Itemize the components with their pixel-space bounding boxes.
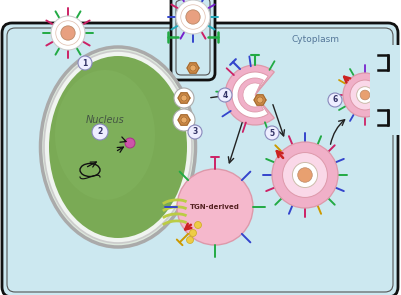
Text: Nucleus: Nucleus — [86, 115, 124, 125]
Circle shape — [292, 163, 318, 188]
Wedge shape — [225, 65, 274, 125]
Circle shape — [190, 230, 196, 237]
Circle shape — [350, 80, 380, 110]
Text: 3: 3 — [192, 127, 198, 137]
Circle shape — [188, 125, 202, 139]
Polygon shape — [178, 115, 190, 125]
Circle shape — [265, 126, 279, 140]
Circle shape — [257, 97, 263, 103]
Circle shape — [194, 222, 201, 229]
Circle shape — [177, 169, 253, 245]
Circle shape — [186, 10, 200, 24]
Circle shape — [360, 90, 370, 100]
Circle shape — [173, 109, 195, 131]
Circle shape — [92, 124, 108, 140]
FancyBboxPatch shape — [370, 45, 400, 135]
Polygon shape — [187, 63, 199, 73]
Ellipse shape — [55, 70, 155, 200]
Text: TGN-derived: TGN-derived — [190, 204, 240, 210]
Circle shape — [328, 93, 342, 107]
Circle shape — [181, 117, 187, 123]
Circle shape — [272, 142, 338, 208]
FancyBboxPatch shape — [2, 23, 398, 295]
Circle shape — [125, 138, 135, 148]
Bar — [178, 43, 208, 73]
Circle shape — [176, 0, 210, 34]
Wedge shape — [232, 72, 268, 118]
Text: 6: 6 — [332, 96, 338, 104]
Circle shape — [343, 73, 387, 117]
Polygon shape — [178, 93, 190, 103]
Circle shape — [218, 88, 232, 102]
Circle shape — [181, 95, 187, 101]
Ellipse shape — [44, 51, 192, 243]
Circle shape — [283, 153, 328, 197]
Wedge shape — [238, 78, 263, 112]
Circle shape — [78, 56, 92, 70]
Text: 2: 2 — [97, 127, 103, 137]
Circle shape — [298, 168, 312, 182]
Circle shape — [51, 16, 85, 50]
Circle shape — [174, 88, 194, 108]
Text: Cytoplasm: Cytoplasm — [291, 35, 339, 45]
Text: 5: 5 — [269, 129, 275, 137]
Text: 1: 1 — [82, 58, 88, 68]
Circle shape — [61, 26, 75, 40]
Circle shape — [190, 65, 196, 71]
FancyBboxPatch shape — [171, 0, 215, 80]
Circle shape — [186, 237, 194, 243]
Text: 4: 4 — [223, 91, 228, 99]
Ellipse shape — [49, 56, 187, 238]
Ellipse shape — [41, 47, 196, 247]
Circle shape — [356, 87, 373, 103]
Polygon shape — [254, 95, 266, 105]
Bar — [181, 45, 205, 70]
Wedge shape — [243, 83, 260, 107]
